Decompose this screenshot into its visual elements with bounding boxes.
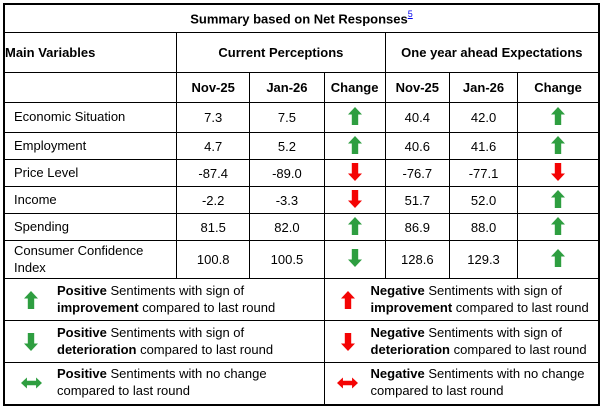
legend-text: Positive Sentiments with no change compa… (57, 366, 267, 399)
value-cell: 86.9 (384, 213, 450, 241)
up-arrow-green-icon (347, 107, 362, 125)
legend-row-improvement: Positive Sentiments with sign of improve… (3, 278, 600, 321)
sub-header-row: Nov-25 Jan-26 Change Nov-25 Jan-26 Chang… (3, 72, 600, 103)
table-row-spending: Spending 81.5 82.0 86.9 88.0 (3, 213, 600, 241)
change-cell (517, 132, 600, 160)
legend-cell: Negative Sentiments with no change compa… (323, 362, 600, 405)
up-arrow-green-icon (551, 107, 566, 125)
value-cell: 129.3 (448, 240, 519, 279)
row-label: Employment (3, 132, 178, 160)
down-arrow-green-icon (24, 332, 38, 351)
table-row-income: Income -2.2 -3.3 51.7 52.0 (3, 186, 600, 214)
table-title-row: Summary based on Net Responses5 (3, 3, 600, 33)
change-cell (517, 102, 600, 133)
value-cell: 7.5 (249, 102, 325, 133)
value-cell: 88.0 (448, 213, 519, 241)
legend-row-no-change: Positive Sentiments with no change compa… (3, 362, 600, 405)
change-cell (517, 240, 600, 279)
up-arrow-green-icon (551, 216, 566, 235)
up-arrow-red-icon (340, 290, 355, 309)
table-title-cell: Summary based on Net Responses5 (3, 3, 600, 33)
up-arrow-green-icon (24, 290, 38, 309)
value-cell: -2.2 (176, 186, 251, 214)
value-cell: -89.0 (249, 159, 325, 187)
header-one-year-ahead: One year ahead Expectations (384, 32, 600, 73)
both-arrow-red-icon (337, 377, 359, 389)
both-arrow-green-icon (20, 377, 42, 389)
legend-row-deterioration: Positive Sentiments with sign of deterio… (3, 320, 600, 363)
header-exp-change: Change (517, 72, 600, 103)
row-label: Price Level (3, 159, 178, 187)
header-cur-nov25: Nov-25 (176, 72, 251, 103)
change-cell (323, 213, 386, 241)
value-cell: -3.3 (249, 186, 325, 214)
value-cell: 100.5 (249, 240, 325, 279)
header-cur-jan26: Jan-26 (249, 72, 325, 103)
legend-text: Positive Sentiments with sign of deterio… (57, 324, 274, 357)
legend-text: Positive Sentiments with sign of improve… (57, 282, 276, 315)
table-title: Summary based on Net Responses (190, 11, 408, 27)
change-cell (517, 213, 600, 241)
table-row-economic-situation: Economic Situation 7.3 7.5 40.4 42.0 (3, 102, 600, 133)
value-cell: 82.0 (249, 213, 325, 241)
change-cell (517, 159, 600, 187)
net-responses-table: Summary based on Net Responses5 Main Var… (3, 3, 600, 406)
up-arrow-green-icon (551, 249, 566, 267)
value-cell: 81.5 (176, 213, 251, 241)
header-main-variables: Main Variables (3, 32, 178, 73)
footnote-link[interactable]: 5 (407, 8, 413, 19)
value-cell: -87.4 (176, 159, 251, 187)
up-arrow-green-icon (347, 216, 362, 235)
legend-cell: Negative Sentiments with sign of improve… (323, 278, 600, 321)
down-arrow-red-icon (551, 162, 566, 181)
row-label: Consumer Confidence Index (3, 240, 178, 279)
value-cell: 100.8 (176, 240, 251, 279)
change-cell (323, 186, 386, 214)
legend-cell: Positive Sentiments with sign of deterio… (3, 320, 325, 363)
down-arrow-red-icon (347, 189, 362, 208)
value-cell: 40.6 (384, 132, 450, 160)
legend-cell: Positive Sentiments with no change compa… (3, 362, 325, 405)
value-cell: 42.0 (448, 102, 519, 133)
down-arrow-red-icon (347, 162, 362, 181)
up-arrow-green-icon (551, 135, 566, 154)
value-cell: -76.7 (384, 159, 450, 187)
legend-text: Negative Sentiments with sign of improve… (370, 282, 589, 315)
row-label: Income (3, 186, 178, 214)
value-cell: 41.6 (448, 132, 519, 160)
change-cell (323, 102, 386, 133)
legend-text: Negative Sentiments with no change compa… (370, 366, 585, 399)
legend-cell: Positive Sentiments with sign of improve… (3, 278, 325, 321)
row-label: Economic Situation (3, 102, 178, 133)
change-cell (323, 132, 386, 160)
value-cell: -77.1 (448, 159, 519, 187)
value-cell: 128.6 (384, 240, 450, 279)
header-cur-change: Change (323, 72, 386, 103)
row-label: Spending (3, 213, 178, 241)
value-cell: 40.4 (384, 102, 450, 133)
header-exp-jan26: Jan-26 (448, 72, 519, 103)
header-empty-cell (3, 72, 178, 103)
value-cell: 4.7 (176, 132, 251, 160)
legend-text: Negative Sentiments with sign of deterio… (370, 324, 587, 357)
table-row-consumer-confidence-index: Consumer Confidence Index 100.8 100.5 12… (3, 240, 600, 279)
down-arrow-green-icon (347, 249, 362, 267)
value-cell: 52.0 (448, 186, 519, 214)
change-cell (323, 240, 386, 279)
header-exp-nov25: Nov-25 (384, 72, 450, 103)
up-arrow-green-icon (551, 189, 566, 208)
legend-cell: Negative Sentiments with sign of deterio… (323, 320, 600, 363)
up-arrow-green-icon (347, 135, 362, 154)
value-cell: 5.2 (249, 132, 325, 160)
change-cell (517, 186, 600, 214)
group-header-row: Main Variables Current Perceptions One y… (3, 32, 600, 73)
down-arrow-red-icon (340, 332, 355, 351)
value-cell: 7.3 (176, 102, 251, 133)
header-current-perceptions: Current Perceptions (176, 32, 386, 73)
table-row-price-level: Price Level -87.4 -89.0 -76.7 -77.1 (3, 159, 600, 187)
value-cell: 51.7 (384, 186, 450, 214)
change-cell (323, 159, 386, 187)
table-row-employment: Employment 4.7 5.2 40.6 41.6 (3, 132, 600, 160)
